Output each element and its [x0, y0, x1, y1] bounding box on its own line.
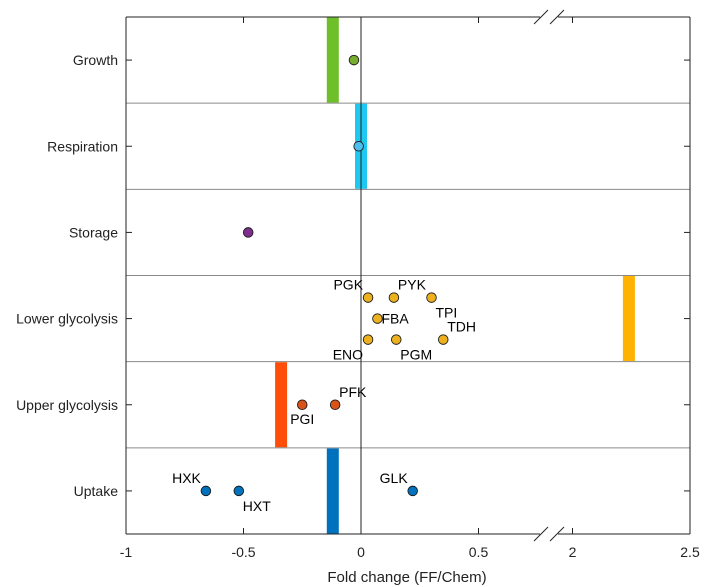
point-label-eno: ENO: [333, 347, 363, 363]
point-pfk: [329, 399, 341, 411]
point-label-tpi: TPI: [436, 305, 458, 321]
point-label-pfk: PFK: [339, 384, 367, 400]
category-label-upper-glycolysis: Upper glycolysis: [16, 397, 118, 413]
bar-growth: [326, 17, 339, 103]
x-tick-label: -0.5: [231, 544, 255, 560]
point-label-pgi: PGI: [290, 411, 314, 427]
point-label-hxk: HXK: [172, 470, 201, 486]
bar-upper-glycolysis: [275, 362, 288, 448]
category-label-growth: Growth: [73, 52, 118, 68]
x-tick-label: -1: [120, 544, 133, 560]
point-fba: [372, 313, 383, 324]
x-tick-label: 0.5: [469, 544, 489, 560]
axis-break-mark: [549, 526, 565, 542]
x-tick-label: 2.5: [680, 544, 700, 560]
point-hxt: [233, 485, 245, 497]
category-label-storage: Storage: [69, 224, 118, 240]
point-label-pyk: PYK: [398, 277, 427, 293]
bars-layer: [275, 17, 635, 534]
axis-break-mark: [533, 526, 549, 542]
category-label-uptake: Uptake: [74, 483, 119, 499]
labels-layer: PGK PYK TPI FBA TDH ENO PGM PFK PGI HXK HXT GLK: [172, 277, 476, 514]
point-tpi: [426, 292, 437, 303]
category-label-lower-glycolysis: Lower glycolysis: [16, 311, 118, 327]
point-eno: [362, 334, 374, 345]
points-layer: [200, 54, 449, 497]
point-pyk: [388, 292, 400, 303]
point-label-fba: FBA: [381, 311, 409, 327]
point-pgm: [391, 334, 402, 345]
point-label-tdh: TDH: [447, 319, 476, 335]
bar-uptake: [326, 448, 339, 534]
axes-layer: -1 -0.5 0 0.5 2 2.5 Growth Respiration Storage Lo…: [16, 9, 700, 560]
point-tdh: [438, 334, 449, 345]
x-tick-label: 0: [357, 544, 365, 560]
point-respiration: [353, 140, 364, 152]
point-glk: [407, 485, 418, 497]
grid-layer: [126, 17, 690, 534]
x-tick-label: 2: [569, 544, 577, 560]
point-pgi: [297, 399, 308, 411]
x-axis-title: Fold change (FF/Chem): [327, 569, 486, 586]
point-pgk: [362, 292, 374, 303]
bar-lower-glycolysis: [622, 276, 635, 362]
point-storage: [242, 227, 254, 238]
axis-break-mark: [533, 9, 549, 25]
point-label-pgk: PGK: [333, 277, 363, 293]
point-hxk: [200, 485, 212, 497]
category-label-respiration: Respiration: [47, 138, 118, 154]
axis-break-mark: [549, 9, 565, 25]
point-growth: [348, 54, 360, 66]
point-label-hxt: HXT: [243, 498, 271, 514]
point-label-pgm: PGM: [400, 347, 432, 363]
point-label-glk: GLK: [380, 470, 409, 486]
